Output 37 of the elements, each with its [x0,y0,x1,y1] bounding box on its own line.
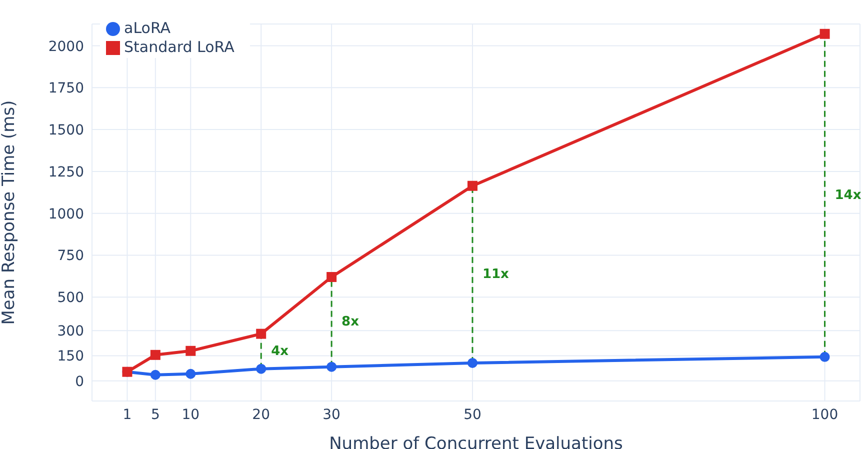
y-tick-label: 300 [57,324,84,340]
point [186,346,196,356]
x-tick-label: 10 [182,406,200,423]
ref-line-label: 14x [834,188,862,203]
point [467,180,478,191]
y-tick-label: 1250 [48,164,84,180]
x-tick-label: 30 [322,406,340,423]
x-tick-label: 50 [464,406,482,423]
point [326,362,337,372]
point [820,28,830,39]
point [256,328,266,339]
point [326,272,337,282]
y-tick-label: 1500 [48,122,84,139]
x-tick-label: 1 [122,406,132,423]
x-tick-label: 5 [150,406,160,423]
point [186,368,196,379]
point [150,370,160,380]
ref-line-label: 11x [482,266,510,282]
y-tick-label: 1000 [48,206,84,222]
y-axis-title: Mean Response Time (ms) [0,100,20,325]
y-tick-label: 2000 [48,38,84,55]
point [150,350,160,360]
x-axis-title: Number of Concurrent Evaluations [329,434,624,449]
legend-label: aLoRA [124,19,171,37]
legend-label: Standard LoRA [124,38,234,56]
y-tick-label: 500 [57,290,84,306]
y-tick-label: 150 [57,348,84,365]
point [256,364,266,374]
ref-line-label: 8x [342,314,360,330]
ref-line-label: 4x [271,344,290,359]
point [820,352,830,362]
y-tick-label: 750 [57,248,84,264]
x-tick-label: 100 [811,406,838,423]
y-tick-label: 1750 [48,80,84,97]
point [467,358,478,368]
x-tick-label: 20 [252,406,270,423]
y-tick-label: 0 [75,374,84,390]
